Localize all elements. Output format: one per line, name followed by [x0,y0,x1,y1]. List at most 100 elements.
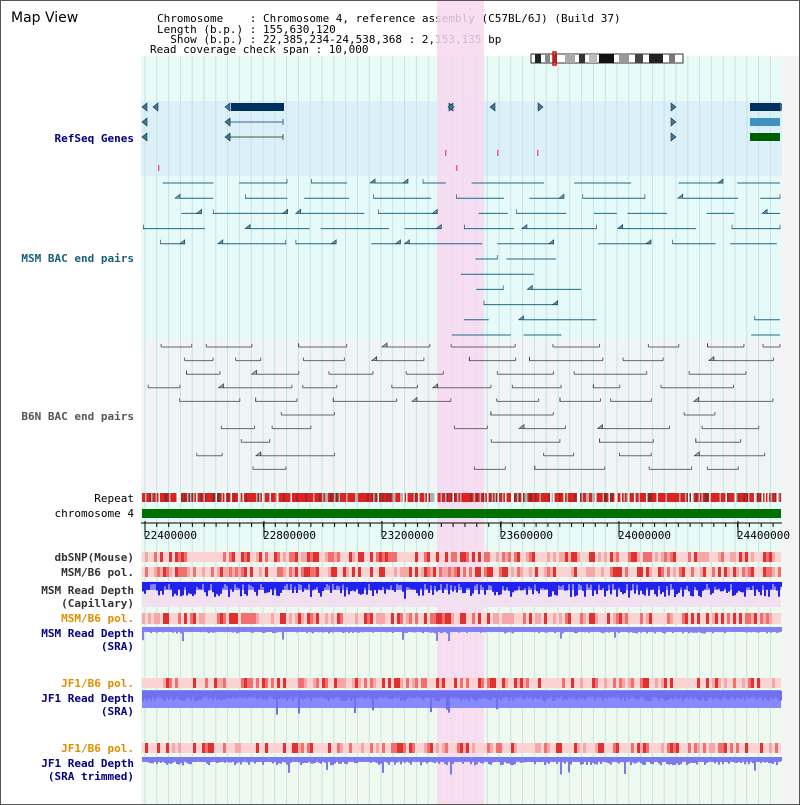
jf1-b6-pol-density-2 [340,743,343,753]
msm-b6-pol-density-1 [736,567,739,577]
jf1-depth-trimmed-bar [364,757,366,761]
dbsnp-density [487,552,490,562]
msm-depth-sra-bar [600,627,602,633]
repeat-element [760,493,762,502]
jf1-depth-sra-bar [712,691,714,700]
repeat-element [256,493,258,502]
repeat-element [752,493,755,502]
msm-depth-capillary-bar [602,582,604,588]
refseq-marker [497,150,499,156]
jf1-b6-pol-density-1 [634,678,637,688]
jf1-depth-sra-bar [470,691,472,697]
msm-depth-capillary-bar [358,582,360,594]
repeat-element [440,493,443,502]
jf1-b6-pol-density-1 [670,678,673,688]
repeat-element [758,493,761,502]
dbsnp-density [778,552,781,562]
msm-b6-pol-density-2 [679,613,682,624]
jf1-depth-sra-bar [442,691,444,697]
jf1-b6-pol-density-2 [169,743,172,753]
msm-b6-pol-density-1 [220,567,223,577]
dbsnp-density [760,552,763,562]
repeat-element [620,493,623,502]
jf1-depth-trimmed-bar [482,757,484,764]
msm-b6-pol-density-2 [739,613,742,624]
msm-depth-capillary-bar [544,582,546,590]
msm-b6-pol-density-1 [724,567,727,577]
jf1-b6-pol-density-1 [301,678,304,688]
jf1-depth-trimmed-bar [300,757,302,765]
msm-b6-pol-density-1 [541,567,544,577]
jf1-b6-pol-density-1 [157,678,160,688]
b6n-bac-end [411,396,418,402]
refseq-gene [231,103,284,111]
msm-depth-sra-bar [742,627,744,631]
jf1-depth-sra-bar [758,691,760,696]
jf1-depth-sra-bar [300,691,302,699]
dbsnp-density [208,552,211,562]
msm-b6-pol-density-1 [157,567,160,577]
msm-depth-sra-bar [310,627,312,633]
jf1-depth-trimmed-bar [314,757,316,763]
msm-depth-capillary-bar [568,582,570,584]
msm-depth-capillary-bar [452,582,454,592]
jf1-depth-sra-bar [428,691,430,698]
jf1-depth-sra-bar [286,691,288,701]
repeat-element [290,493,293,502]
msm-depth-sra-bar [748,627,750,630]
jf1-b6-pol-density-2 [637,743,640,753]
dbsnp-density [595,552,598,562]
msm-b6-pol-density-1 [742,567,745,577]
jf1-depth-trimmed-bar [644,757,646,765]
msm-depth-capillary-bar [498,582,500,596]
track-label-msm-bac[interactable]: MSM BAC end pairs [21,252,134,265]
jf1-depth-trimmed-bar [370,757,372,763]
repeat-element [596,493,599,502]
repeat-element [736,493,738,502]
repeat-element [325,493,327,502]
repeat-element [608,493,611,502]
repeat-element [271,493,273,502]
repeat-element [535,493,537,502]
msm-depth-capillary-bar [550,582,552,597]
msm-b6-pol-density-2 [379,613,382,624]
msm-b6-pol-density-2 [541,613,544,624]
repeat-element [764,493,767,502]
jf1-b6-pol-density-2 [277,743,280,753]
track-label-b6n-bac[interactable]: B6N BAC end pairs [21,410,134,423]
jf1-depth-trimmed-bar [160,757,162,763]
msm-depth-sra-bar [424,627,426,631]
track-label-refseq[interactable]: RefSeq Genes [54,132,134,145]
msm-depth-capillary-bar [658,582,660,587]
msm-depth-capillary-bar [344,582,346,597]
msm-b6-pol-density-1 [355,567,358,577]
msm-b6-pol-density-1 [370,567,373,577]
msm-depth-capillary-bar [352,582,354,591]
msm-depth-sra-bar [728,627,730,631]
jf1-b6-pol-density-1 [448,678,451,688]
msm-depth-sra-bar [196,627,198,632]
msm-depth-sra-bar [538,627,540,634]
msm-depth-sra-bar [334,627,336,630]
jf1-depth-trimmed-bar [436,757,438,761]
msm-b6-pol-density-2 [622,613,625,624]
jf1-depth-sra-bar [558,691,560,699]
jf1-b6-pol-density-1 [217,678,220,688]
msm-depth-sra-bar [184,627,186,632]
msm-b6-pol-density-2 [496,613,499,624]
repeat-element [406,493,408,502]
dbsnp-density [358,552,361,562]
msm-b6-pol-density-1 [547,567,550,577]
repeat-element [670,493,672,502]
msm-b6-pol-density-2 [226,613,229,624]
msm-b6-pol-density-2 [274,613,277,624]
msm-depth-capillary-bar [532,582,534,595]
jf1-depth-trimmed-bar [182,757,184,766]
repeat-element [400,493,402,502]
jf1-depth-trimmed-bar [700,757,702,760]
repeat-element [508,493,510,502]
jf1-depth-sra-bar [452,691,454,699]
repeat-element [487,493,489,502]
jf1-depth-sra-bar [598,691,600,698]
